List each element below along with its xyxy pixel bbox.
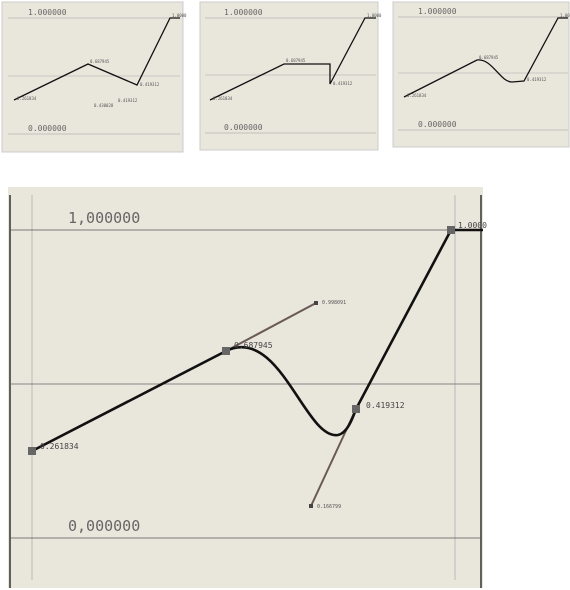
curve [209,17,376,101]
point-label: 1.0000 [367,13,382,18]
point-label: 0.687945 [90,59,110,64]
tangent-handle[interactable] [225,302,317,352]
point-label: 0.261834 [17,96,37,101]
min-label: 0,000000 [68,517,140,535]
point-label: 1.0000 [560,13,570,18]
curve [13,17,180,101]
max-label: 1,000000 [68,209,140,227]
curve [403,17,568,98]
key-point[interactable] [28,447,36,455]
point-label: 1.0000 [172,13,187,18]
point-label: 0.687945 [286,58,306,63]
key-point[interactable] [352,405,360,413]
key-point[interactable] [222,347,230,355]
point-label: 0.261834 [213,96,233,101]
curve-panel: 1.000000 0.000000 0.261834 0.687945 0.41… [392,1,570,148]
handle-label: 0.430028 [94,103,114,108]
point-label: 0.261834 [40,442,79,451]
min-label: 0.000000 [28,124,67,133]
point-label: 0.687945 [234,341,273,350]
handle-label: 0.166799 [317,504,341,510]
key-point[interactable] [447,226,455,234]
handle-point[interactable] [314,301,318,305]
panel-bg [392,1,570,148]
point-label: 0.419312 [140,82,160,87]
handle-label: 0.419312 [118,98,138,103]
max-label: 1.000000 [418,7,457,16]
handle-label: 0.998091 [322,300,346,306]
point-label: 0.419312 [366,401,405,410]
curve [31,228,483,453]
min-label: 0.000000 [418,120,457,129]
handle-point[interactable] [309,504,313,508]
panel-bg [1,1,184,153]
point-label: 0.261834 [407,93,427,98]
curve-panel: 1.000000 0.000000 0.261834 0.687945 0.41… [1,1,187,153]
max-label: 1.000000 [224,8,263,17]
point-label: 0.419312 [333,81,353,86]
curve-panel: 1.000000 0.000000 0.261834 0.687945 0.41… [199,1,382,151]
point-label: 1.0000 [458,221,487,230]
max-label: 1.000000 [28,8,67,17]
point-label: 0.419312 [527,77,547,82]
point-label: 0.687945 [479,55,499,60]
editor-bg [8,187,483,588]
panel-bg [199,1,379,151]
min-label: 0.000000 [224,123,263,132]
curve-editor: 1,000000 0,000000 0.261834 0.687945 0.41… [8,187,487,588]
